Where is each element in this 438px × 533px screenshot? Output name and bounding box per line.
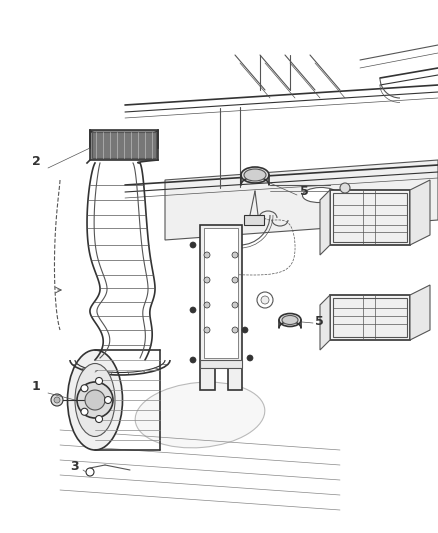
Text: 5: 5 (315, 315, 324, 328)
Bar (204, 228, 238, 358)
Polygon shape (320, 295, 330, 350)
Bar (200, 360, 242, 368)
Circle shape (86, 468, 94, 476)
Circle shape (232, 252, 238, 258)
Polygon shape (165, 160, 438, 240)
Circle shape (204, 327, 210, 333)
Bar (333, 298, 407, 337)
Circle shape (204, 252, 210, 258)
Circle shape (340, 183, 350, 193)
Circle shape (242, 327, 248, 333)
Circle shape (95, 416, 102, 423)
Circle shape (190, 357, 196, 363)
Text: 3: 3 (70, 460, 79, 473)
Circle shape (261, 296, 269, 304)
Bar (330, 295, 410, 340)
Circle shape (105, 397, 112, 403)
Ellipse shape (282, 316, 298, 325)
Bar (330, 190, 410, 245)
Circle shape (204, 277, 210, 283)
Ellipse shape (241, 167, 269, 183)
Circle shape (232, 302, 238, 308)
Circle shape (247, 355, 253, 361)
Circle shape (190, 307, 196, 313)
Circle shape (232, 277, 238, 283)
Ellipse shape (279, 313, 301, 327)
Ellipse shape (244, 169, 266, 181)
Circle shape (232, 327, 238, 333)
Ellipse shape (67, 350, 123, 450)
Circle shape (85, 390, 105, 410)
Text: 2: 2 (32, 155, 41, 168)
Ellipse shape (135, 382, 265, 448)
Bar (333, 193, 407, 242)
Polygon shape (320, 190, 330, 255)
Circle shape (51, 394, 63, 406)
Bar (244, 215, 264, 225)
Circle shape (54, 397, 60, 403)
Circle shape (190, 242, 196, 248)
Circle shape (95, 377, 102, 384)
Ellipse shape (75, 364, 115, 437)
Text: 5: 5 (300, 185, 309, 198)
Polygon shape (410, 180, 430, 245)
Bar (92, 132, 156, 158)
Polygon shape (410, 285, 430, 340)
Bar (90, 130, 158, 160)
Circle shape (204, 302, 210, 308)
Circle shape (77, 382, 113, 418)
Ellipse shape (303, 188, 338, 203)
Circle shape (257, 292, 273, 308)
Circle shape (81, 408, 88, 415)
Polygon shape (200, 225, 242, 390)
Circle shape (81, 385, 88, 392)
Text: 1: 1 (32, 380, 41, 393)
